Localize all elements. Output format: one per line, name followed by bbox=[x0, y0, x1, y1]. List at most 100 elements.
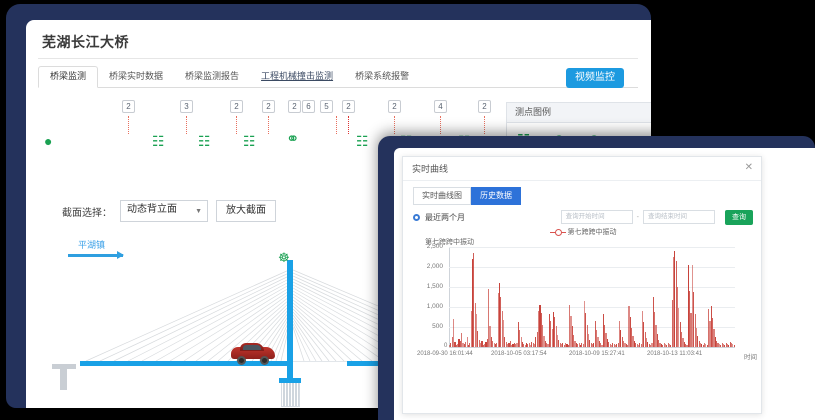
chart-bar bbox=[687, 265, 689, 347]
chart-bar bbox=[705, 344, 707, 347]
chart-bar bbox=[511, 344, 513, 347]
chart-bar bbox=[544, 340, 546, 347]
legend-panel-title: 测点图例 bbox=[507, 103, 651, 123]
chart-bar bbox=[559, 343, 561, 347]
pylon-sensor-icon[interactable]: ☸ bbox=[278, 250, 290, 265]
chart-bar bbox=[686, 344, 688, 347]
x-tick-label: 2018-10-05 03:17:54 bbox=[491, 351, 547, 357]
chart-bar bbox=[602, 314, 604, 347]
chart-bar bbox=[623, 341, 625, 347]
zoom-section-button[interactable]: 放大截面 bbox=[216, 200, 276, 222]
chart-bar bbox=[706, 344, 708, 347]
chart-bar bbox=[458, 338, 460, 347]
chart-bar bbox=[729, 341, 731, 347]
sensor-icon[interactable]: ☷ bbox=[198, 133, 211, 149]
section-selector-row: 截面选择： 动态背立面 ▼ 放大截面 bbox=[62, 200, 276, 222]
video-monitoring-button[interactable]: 视频监控 bbox=[566, 68, 624, 88]
chart-bar bbox=[535, 336, 537, 347]
sensor-icon[interactable]: ☷ bbox=[152, 133, 165, 149]
chart-bar bbox=[475, 314, 478, 347]
chart-bar bbox=[538, 311, 540, 347]
chart-bar bbox=[469, 342, 471, 347]
chart-bar bbox=[575, 343, 577, 347]
sensor-icon[interactable]: ☷ bbox=[243, 133, 256, 149]
chart-bar bbox=[644, 331, 646, 347]
chart-bar bbox=[497, 293, 499, 347]
section-select[interactable]: 动态背立面 ▼ bbox=[120, 200, 208, 222]
close-icon[interactable]: ✕ bbox=[744, 162, 753, 173]
sensor-badge: 5 bbox=[320, 100, 333, 113]
sensor-icon-bridge-span[interactable]: ⚭ bbox=[286, 131, 300, 148]
sensor-tick bbox=[336, 116, 337, 134]
chart-bar bbox=[550, 321, 552, 347]
chart-bar bbox=[455, 344, 457, 347]
dialog-header: 实时曲线 ✕ bbox=[403, 157, 761, 181]
chart-bar bbox=[517, 322, 519, 347]
chart-bar bbox=[598, 341, 600, 347]
tab-bridge-monitoring[interactable]: 桥梁监测 bbox=[38, 66, 99, 88]
tab-realtime-data[interactable]: 桥梁实时数据 bbox=[109, 71, 164, 81]
sensor-tick bbox=[348, 116, 349, 134]
chart-bar bbox=[560, 344, 563, 347]
chart-bar bbox=[662, 344, 664, 347]
chart-bar bbox=[501, 311, 503, 347]
sensor-icon-anchor-left[interactable]: ● bbox=[44, 133, 53, 149]
chart-legend[interactable]: 第七跨跨中振动 bbox=[403, 227, 763, 237]
chart-bar bbox=[709, 320, 711, 347]
tab-realtime-curve[interactable]: 实时曲线图 bbox=[413, 187, 471, 205]
query-button[interactable]: 查询 bbox=[725, 209, 753, 225]
sensor-badge: 2 bbox=[122, 100, 135, 113]
chart-bar bbox=[548, 314, 550, 347]
range-separator: - bbox=[636, 213, 639, 221]
chart-bar bbox=[505, 342, 507, 347]
sensor-icon[interactable]: ☷ bbox=[356, 133, 369, 149]
y-tick-label: 1,500 bbox=[426, 283, 443, 290]
chart-bar bbox=[596, 330, 598, 347]
chart-bar bbox=[718, 344, 720, 347]
chart-bar bbox=[666, 344, 668, 347]
chart-bar bbox=[563, 344, 565, 347]
chart-bar bbox=[609, 343, 611, 347]
chart-bar bbox=[683, 341, 685, 347]
bridge-deck-gap bbox=[292, 361, 347, 366]
chart-bar bbox=[701, 344, 703, 347]
chart-bar bbox=[587, 334, 590, 347]
chart-bar bbox=[675, 261, 677, 347]
start-time-input[interactable]: 查询开始时间 bbox=[560, 210, 633, 224]
radio-last-two-months[interactable] bbox=[413, 213, 420, 221]
section-select-value: 动态背立面 bbox=[127, 204, 177, 215]
tab-system-alarm[interactable]: 桥梁系统报警 bbox=[355, 71, 410, 81]
end-time-input[interactable]: 查询结束时间 bbox=[643, 210, 715, 224]
chart-bar bbox=[627, 344, 629, 347]
y-tick-label: 2,500 bbox=[426, 243, 443, 250]
gridline bbox=[449, 307, 735, 308]
chart-bar bbox=[605, 332, 607, 347]
chart-bar bbox=[519, 330, 521, 347]
chart-bar bbox=[633, 340, 635, 347]
query-row: 最近两个月 查询开始时间 - 查询结束时间 查询 bbox=[413, 209, 753, 225]
chart-bar bbox=[496, 342, 498, 347]
chart-bar bbox=[699, 343, 702, 347]
chart-bar bbox=[536, 331, 538, 347]
chart-bar bbox=[473, 253, 475, 347]
y-tick-label-zero: 0 bbox=[444, 343, 448, 349]
chart-bar bbox=[516, 343, 518, 347]
chart-bar bbox=[594, 321, 596, 347]
chart-bar bbox=[637, 344, 639, 347]
chart-bar bbox=[641, 311, 644, 347]
chart-bar bbox=[682, 338, 684, 347]
chart-bar bbox=[690, 312, 692, 347]
vehicle-illustration bbox=[231, 343, 275, 365]
tab-monitoring-report[interactable]: 桥梁监测报告 bbox=[185, 71, 240, 81]
chart-bar bbox=[529, 344, 532, 347]
tab-history-data[interactable]: 历史数据 bbox=[471, 187, 521, 205]
sensor-marker-strip: ● 2 ☷ 3 ☷ 2 ☷ 2 2 6 5 ⚭ 2 ☷ bbox=[38, 100, 498, 158]
chart-bar bbox=[610, 344, 613, 347]
y-axis bbox=[449, 247, 450, 347]
x-axis-label: 时间 bbox=[744, 354, 757, 361]
pylon-cap bbox=[279, 378, 301, 383]
chart-bar bbox=[722, 343, 724, 347]
chart-bar bbox=[542, 325, 544, 347]
chart-bar bbox=[597, 336, 599, 347]
tab-machinery-impact[interactable]: 工程机械撞击监测 bbox=[261, 71, 334, 81]
